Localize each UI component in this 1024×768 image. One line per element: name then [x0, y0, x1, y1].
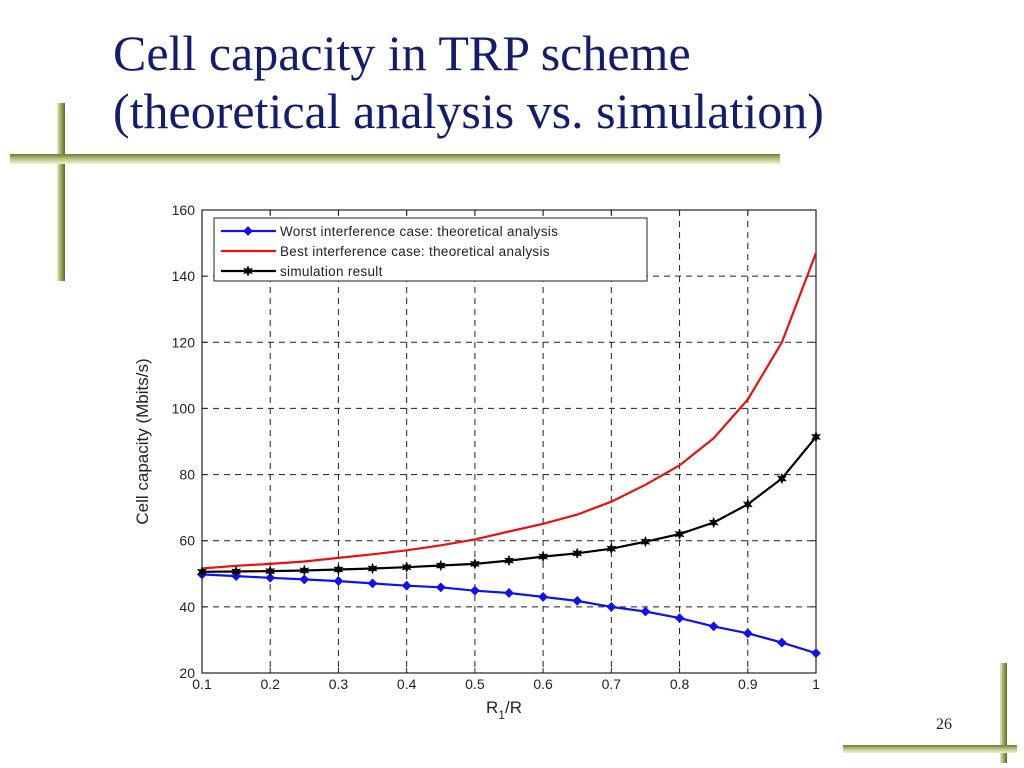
- data-point-star: [299, 564, 310, 577]
- x-tick-label: 0.2: [260, 676, 280, 692]
- y-tick-label: 60: [179, 533, 195, 549]
- data-point-star: [401, 561, 412, 574]
- x-tick-label: 0.6: [533, 676, 553, 692]
- x-tick-label: 0.8: [670, 676, 690, 692]
- x-tick-label: 0.5: [465, 676, 485, 692]
- data-point-diamond: [742, 628, 753, 639]
- y-tick-label: 80: [179, 467, 195, 483]
- y-tick-label: 20: [179, 665, 195, 681]
- data-point-diamond: [811, 648, 821, 659]
- data-point-star: [196, 565, 208, 578]
- decorative-horizontal-bar-bottom: [843, 745, 1017, 753]
- page-number: 26: [936, 716, 952, 733]
- data-point-star: [435, 559, 446, 572]
- data-point-star: [708, 516, 719, 529]
- data-point-diamond: [367, 578, 378, 589]
- data-point-star: [503, 554, 515, 567]
- data-point-star: [265, 565, 276, 578]
- data-point-diamond: [333, 576, 344, 586]
- data-point-star: [333, 563, 344, 576]
- slide-title-line-2: (theoretical analysis vs. simulation): [113, 83, 824, 139]
- decorative-horizontal-bar-top: [10, 154, 780, 164]
- data-point-diamond: [606, 601, 617, 612]
- data-point-diamond: [504, 588, 514, 598]
- y-tick-label: 40: [179, 599, 195, 615]
- data-point-diamond: [243, 226, 253, 236]
- data-point-star: [469, 557, 480, 570]
- legend-entry-2: Best interference case: theoretical anal…: [280, 244, 550, 259]
- line-chart: 0.1 0.2 0.3 0.4 0.5 0.6 0.7 0.8 0.9 1204060801001…: [133, 202, 822, 722]
- x-tick-label: 0.4: [397, 676, 417, 692]
- data-point-diamond: [776, 637, 787, 648]
- x-axis-label: R1/R: [486, 698, 522, 722]
- x-tick-label: 1: [812, 676, 820, 692]
- data-point-diamond: [640, 606, 651, 617]
- data-point-star: [606, 542, 617, 555]
- y-tick-label: 100: [172, 400, 196, 416]
- decorative-vertical-bar-bottom-right: [1000, 663, 1007, 763]
- data-point-diamond: [299, 574, 310, 585]
- data-point-star: [742, 498, 753, 511]
- data-point-star: [776, 472, 787, 485]
- legend-box: [213, 217, 648, 282]
- data-point-star: [367, 562, 378, 575]
- y-tick-label: 140: [172, 268, 196, 284]
- data-point-diamond: [401, 580, 412, 591]
- x-tick-label: 0.3: [329, 676, 349, 692]
- data-point-diamond: [265, 572, 276, 583]
- data-point-star: [231, 565, 242, 578]
- legend-entry-3: simulation result: [280, 264, 383, 279]
- x-tick-label: 0.1: [192, 676, 212, 692]
- data-point-star: [640, 535, 651, 548]
- legend-entry-1: Worst interference case: theoretical ana…: [280, 224, 558, 239]
- data-point-diamond: [469, 585, 480, 596]
- data-point-star: [674, 528, 685, 540]
- series-line-2: [201, 252, 818, 570]
- x-tick-label: 0.9: [738, 676, 758, 692]
- data-point-star: [810, 430, 822, 443]
- y-tick-label: 120: [172, 334, 196, 350]
- y-axis-label: Cell capacity (Mbits/s): [133, 358, 152, 524]
- slide-title: Cell capacity in TRP scheme (theoretical…: [113, 24, 1013, 140]
- data-point-diamond: [572, 595, 583, 606]
- decorative-vertical-bar-top-left: [57, 103, 65, 281]
- data-point-diamond: [538, 592, 549, 602]
- data-point-star: [242, 265, 254, 277]
- data-point-star: [538, 550, 549, 563]
- x-tick-label: 0.7: [602, 676, 622, 692]
- data-point-diamond: [674, 613, 685, 624]
- y-tick-label: 160: [172, 202, 196, 218]
- data-point-star: [572, 547, 583, 560]
- data-point-diamond: [435, 582, 446, 593]
- data-point-diamond: [708, 621, 719, 632]
- slide-title-line-1: Cell capacity in TRP scheme: [113, 25, 691, 81]
